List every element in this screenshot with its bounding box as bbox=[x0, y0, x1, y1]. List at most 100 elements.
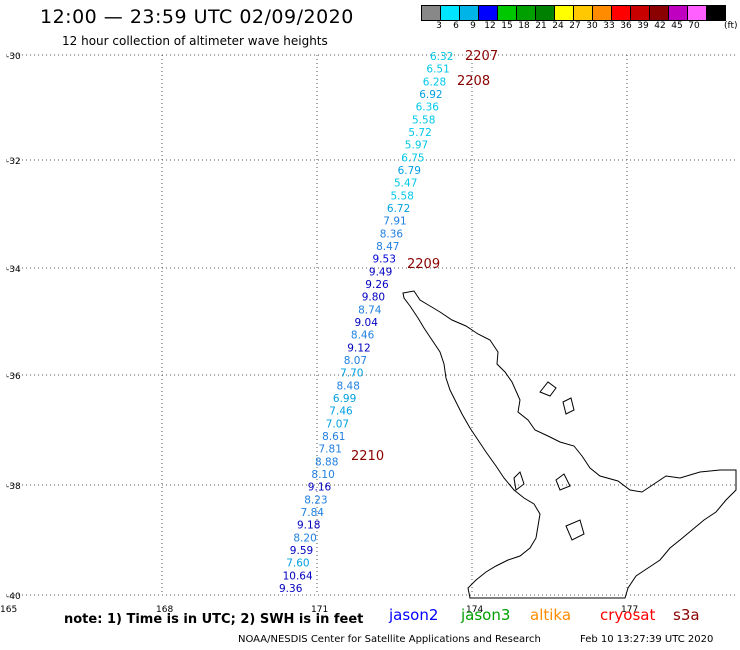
swh-value: 7.46 bbox=[329, 406, 353, 418]
graticule bbox=[6, 54, 736, 596]
island-coast bbox=[539, 381, 557, 397]
swh-value: 7.60 bbox=[286, 558, 309, 570]
satellite-name: jason3 bbox=[461, 606, 511, 624]
swh-value: 5.97 bbox=[405, 140, 428, 152]
legend-label: 18 bbox=[518, 21, 530, 31]
altimeter-track: 6.326.516.286.926.365.585.725.976.756.79… bbox=[279, 51, 453, 595]
swh-value: 5.47 bbox=[394, 178, 417, 190]
swh-value: 8.36 bbox=[380, 228, 404, 240]
satellite-name: jason2 bbox=[389, 606, 439, 624]
time-label: 2208 bbox=[457, 74, 490, 89]
legend-label: 3 bbox=[436, 21, 442, 31]
swh-value: 8.74 bbox=[358, 304, 382, 316]
satellite-name: s3a bbox=[673, 606, 700, 624]
swh-value: 5.58 bbox=[391, 190, 414, 202]
swh-value: 8.47 bbox=[376, 241, 399, 253]
swh-value: 9.53 bbox=[373, 254, 396, 266]
axis-labels: -30 -32 -34 -36 -38 -40 165 168 171 174 177 bbox=[0, 52, 638, 615]
lat-label: -30 bbox=[6, 52, 21, 62]
legend-label: 12 bbox=[484, 21, 496, 31]
swh-value: 10.64 bbox=[283, 570, 313, 582]
swh-value: 6.51 bbox=[426, 64, 449, 76]
swh-value: 6.36 bbox=[416, 102, 440, 114]
swh-value: 6.79 bbox=[398, 165, 421, 177]
island-coast bbox=[565, 519, 585, 541]
swh-value: 6.28 bbox=[423, 76, 446, 88]
swh-value: 6.32 bbox=[430, 51, 453, 63]
lat-label: -38 bbox=[6, 482, 21, 492]
swh-value: 9.18 bbox=[297, 520, 320, 532]
lon-label: 168 bbox=[156, 605, 173, 615]
swh-value: 7.91 bbox=[383, 216, 406, 228]
legend-label: 45 bbox=[671, 21, 683, 31]
legend-label: 27 bbox=[569, 21, 581, 31]
time-label: 2207 bbox=[465, 49, 498, 64]
time-labels: 2207 2208 2209 2210 bbox=[351, 49, 498, 464]
swh-value: 9.36 bbox=[279, 583, 303, 595]
swh-value: 5.58 bbox=[412, 114, 435, 126]
legend-label: 39 bbox=[637, 21, 649, 31]
swh-value: 8.48 bbox=[337, 380, 360, 392]
legend-label: 36 bbox=[620, 21, 632, 31]
lon-label: 171 bbox=[311, 605, 328, 615]
generated-timestamp: Feb 10 13:27:39 UTC 2020 bbox=[580, 634, 714, 645]
swh-value: 6.92 bbox=[419, 89, 442, 101]
satellite-name: altika bbox=[530, 606, 572, 624]
legend-label: 24 bbox=[552, 21, 564, 31]
swh-value: 9.49 bbox=[369, 266, 392, 278]
swh-value: 9.26 bbox=[365, 279, 389, 291]
swh-value: 9.80 bbox=[362, 292, 385, 304]
swh-value: 8.61 bbox=[322, 431, 345, 443]
swh-value: 7.07 bbox=[326, 418, 349, 430]
swh-value: 9.12 bbox=[347, 342, 370, 354]
swh-value: 8.20 bbox=[293, 532, 316, 544]
map-title: 12:00 — 23:59 UTC 02/09/2020 bbox=[40, 6, 354, 28]
swh-value: 5.72 bbox=[408, 127, 431, 139]
lon-label: 165 bbox=[0, 605, 17, 615]
island-coast bbox=[555, 473, 571, 491]
lon-label: 177 bbox=[621, 605, 638, 615]
legend-labels: 3 6 9 12 15 18 21 24 27 30 33 36 39 42 45 70 (ft) bbox=[422, 21, 740, 33]
satellite-name: cryosat bbox=[600, 606, 656, 624]
swh-value: 6.99 bbox=[333, 393, 356, 405]
swh-value: 8.07 bbox=[344, 355, 367, 367]
lon-label: 174 bbox=[466, 605, 483, 615]
swh-value: 8.10 bbox=[311, 469, 334, 481]
legend-label: 70 bbox=[688, 21, 700, 31]
map-subtitle: 12 hour collection of altimeter wave hei… bbox=[62, 34, 328, 48]
swh-value: 7.81 bbox=[319, 444, 342, 456]
swh-value: 8.88 bbox=[315, 456, 338, 468]
lat-label: -36 bbox=[6, 372, 21, 382]
north-island-coast bbox=[402, 290, 737, 599]
legend-label: 33 bbox=[603, 21, 615, 31]
island-coast bbox=[562, 397, 575, 415]
legend-label: 15 bbox=[501, 21, 513, 31]
island-coast bbox=[513, 471, 525, 491]
legend-label: 42 bbox=[654, 21, 666, 31]
legend-label: 6 bbox=[453, 21, 459, 31]
swh-value: 9.04 bbox=[355, 317, 379, 329]
lat-label: -40 bbox=[6, 592, 21, 602]
time-label: 2210 bbox=[351, 449, 384, 464]
color-legend bbox=[421, 5, 726, 21]
credit-text: NOAA/NESDIS Center for Satellite Applica… bbox=[238, 634, 541, 645]
swh-value: 7.84 bbox=[301, 507, 325, 519]
legend-label: 21 bbox=[535, 21, 547, 31]
swh-value: 8.23 bbox=[304, 494, 327, 506]
swh-value: 6.72 bbox=[387, 203, 410, 215]
swh-value: 9.16 bbox=[308, 482, 332, 494]
legend-label: 9 bbox=[470, 21, 476, 31]
footer-note: note: 1) Time is in UTC; 2) SWH is in fe… bbox=[64, 612, 364, 627]
swh-value: 6.75 bbox=[401, 152, 424, 164]
legend-label: (ft) bbox=[724, 21, 738, 31]
time-label: 2209 bbox=[407, 257, 440, 272]
swh-value: 9.59 bbox=[290, 545, 313, 557]
legend-label: 30 bbox=[586, 21, 598, 31]
coastline bbox=[402, 290, 737, 599]
lat-label: -32 bbox=[6, 157, 21, 167]
legend-swatch bbox=[706, 5, 726, 21]
swh-value: 8.46 bbox=[351, 330, 375, 342]
lat-label: -34 bbox=[6, 265, 21, 275]
swh-value: 7.70 bbox=[340, 368, 363, 380]
